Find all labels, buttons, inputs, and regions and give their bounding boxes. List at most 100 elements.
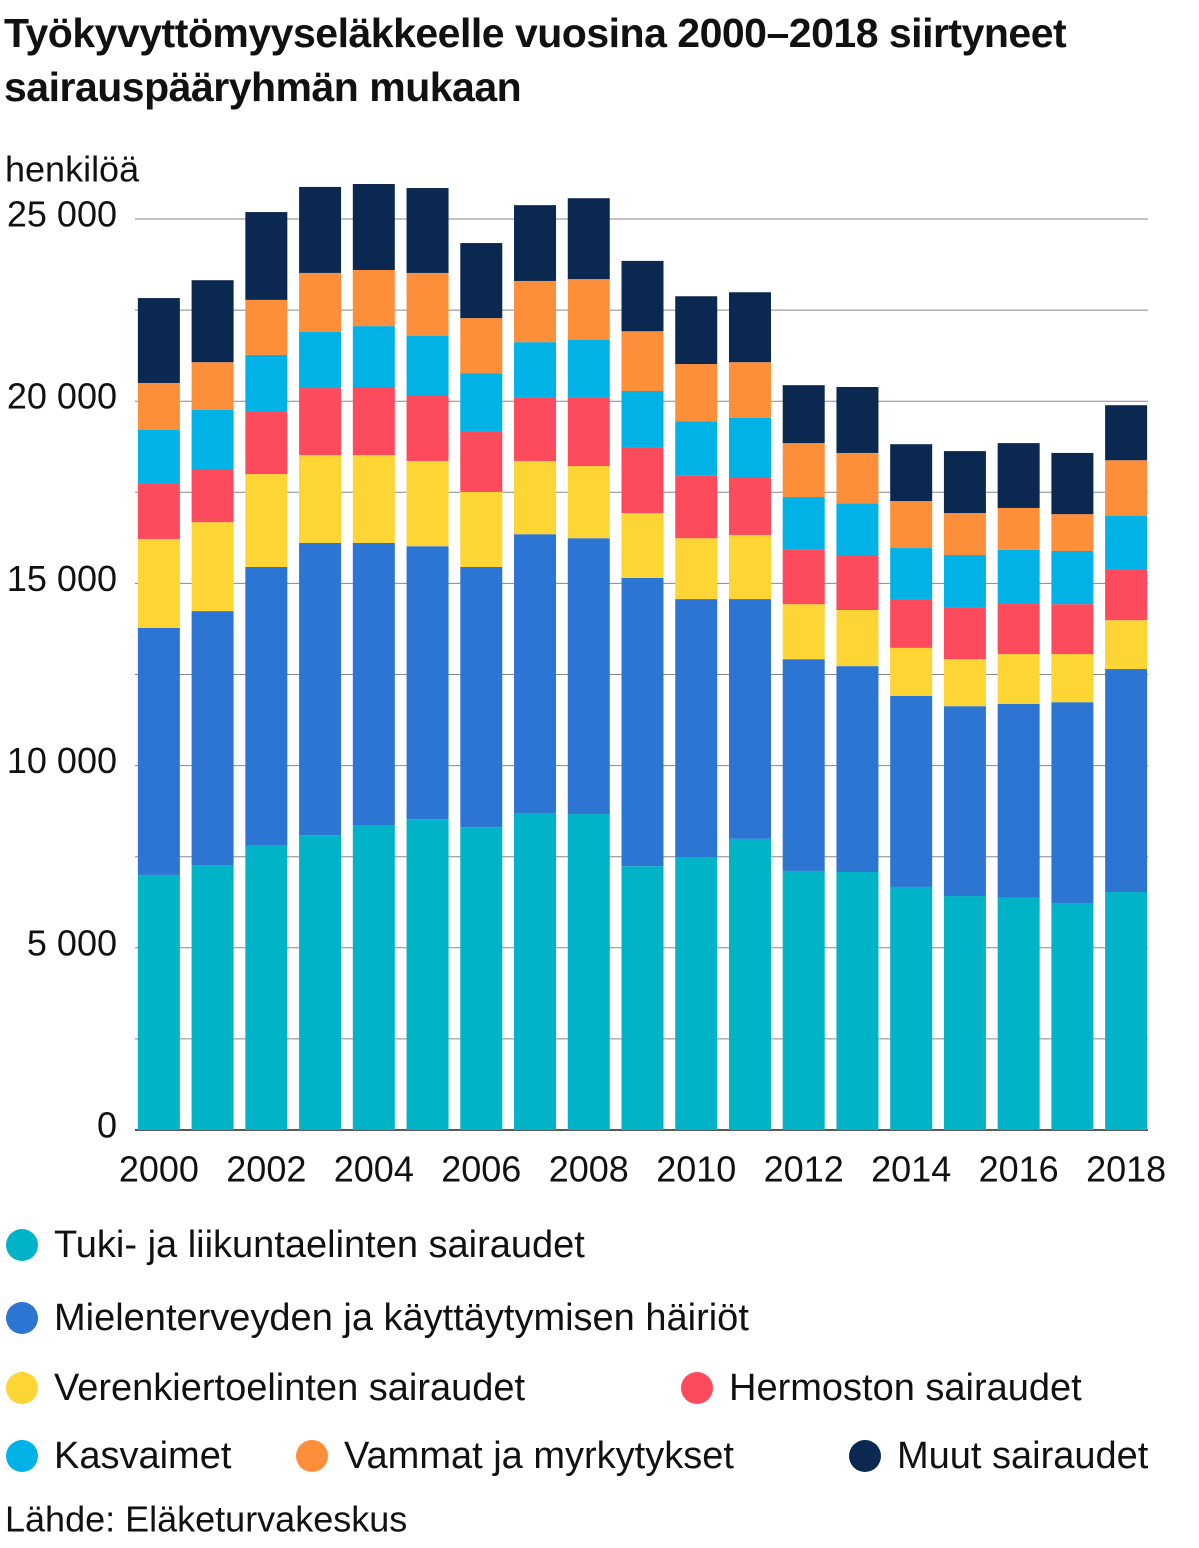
bar-segment (567, 397, 610, 467)
y-tick-label: 5 000 (27, 922, 117, 963)
bar-segment (1105, 515, 1148, 570)
bar-segment (675, 857, 718, 1130)
legend-label: Verenkiertoelinten sairaudet (54, 1367, 526, 1409)
bar-segment (514, 280, 557, 343)
bar-segment (1105, 460, 1148, 516)
bar-segment (943, 607, 986, 660)
bar-segment (352, 824, 395, 1130)
bar-segment (191, 409, 234, 469)
bar-segment (890, 695, 933, 887)
bar-segment (352, 326, 395, 387)
bar-segment (1051, 902, 1094, 1130)
bar-segment (514, 812, 557, 1130)
bar-segment (567, 814, 610, 1130)
bar-segment (675, 475, 718, 539)
bar-segment (782, 870, 825, 1130)
bar-segment (352, 270, 395, 327)
bar-segment (1051, 702, 1094, 903)
bar-segment (460, 827, 503, 1130)
bar-segment (675, 364, 718, 422)
bar-segment (245, 845, 288, 1130)
bar-segment (675, 421, 718, 476)
bar-segment (890, 647, 933, 696)
bar-segment (1051, 452, 1094, 515)
bar-segment (299, 455, 342, 543)
bar-segment (514, 397, 557, 461)
bar-segment (997, 549, 1040, 604)
y-tick-label: 0 (97, 1105, 117, 1146)
bar-segment (191, 865, 234, 1130)
bar-segment (782, 659, 825, 871)
bar-segment (728, 599, 771, 839)
bar-segment (675, 538, 718, 600)
bar-segment (406, 460, 449, 547)
y-tick-label: 10 000 (7, 740, 117, 781)
bar-segment (621, 577, 664, 867)
bar-segment (460, 491, 503, 568)
bar-segment (514, 534, 557, 813)
bar-segment (728, 476, 771, 535)
legend-marker (6, 1440, 38, 1472)
legend-marker (681, 1372, 713, 1404)
legend-marker (6, 1372, 38, 1404)
bar-segment (943, 513, 986, 555)
bar-segment (406, 395, 449, 461)
bar-segment (890, 501, 933, 549)
bar-segment (245, 299, 288, 355)
bar-segment (137, 382, 180, 430)
bar-segment (245, 474, 288, 568)
bar-segment (245, 354, 288, 412)
bar-segment (567, 279, 610, 340)
bar-segment (836, 386, 879, 453)
legend-marker (849, 1440, 881, 1472)
bar-segment (245, 567, 288, 846)
bar-segment (943, 706, 986, 897)
bar-segment (836, 452, 879, 504)
x-tick-label: 2016 (979, 1149, 1059, 1190)
bar-segment (782, 604, 825, 660)
bar-segment (299, 186, 342, 273)
bar-segment (621, 447, 664, 514)
bar-segment (782, 549, 825, 605)
x-tick-label: 2002 (226, 1149, 306, 1190)
bar-segment (137, 298, 180, 383)
bar-segment (997, 897, 1040, 1130)
bar-segment (1051, 514, 1094, 551)
bar-segment (299, 272, 342, 332)
bar-segment (1105, 620, 1148, 670)
bar-segment (836, 666, 879, 873)
bar-segment (836, 610, 879, 667)
bar-segment (352, 542, 395, 825)
bar-segment (460, 431, 503, 492)
bar-segment (514, 205, 557, 281)
legend-label: Tuki- ja liikuntaelinten sairaudet (54, 1224, 585, 1266)
bar-segment (621, 331, 664, 391)
bar-segment (621, 390, 664, 448)
legend-label: Vammat ja myrkytykset (344, 1435, 734, 1477)
bar-segment (943, 451, 986, 514)
bar-segment (567, 339, 610, 398)
legend-label: Muut sairaudet (897, 1435, 1149, 1477)
bar-segment (621, 260, 664, 332)
legend-label: Hermoston sairaudet (729, 1367, 1082, 1409)
legend-marker (6, 1302, 38, 1334)
legend-marker (296, 1440, 328, 1472)
bar-segment (943, 896, 986, 1130)
bar-segment (137, 627, 180, 875)
source: Lähde: Eläketurvakeskus (5, 1499, 407, 1540)
bar-segment (997, 507, 1040, 550)
bar-segment (1105, 569, 1148, 621)
bar-segment (675, 599, 718, 858)
bar-segment (137, 538, 180, 628)
bar-segment (460, 373, 503, 432)
chart-title: Työkyvyttömyyseläkkeelle vuosina 2000–20… (4, 10, 1067, 110)
bar-segment (406, 546, 449, 820)
bar-segment (1105, 892, 1148, 1130)
bar-segment (514, 342, 557, 398)
x-tick-label: 2000 (119, 1149, 199, 1190)
bar-segment (890, 444, 933, 502)
bar-segment (137, 483, 180, 539)
bar-segment (191, 522, 234, 612)
y-tick-label: 15 000 (7, 558, 117, 599)
